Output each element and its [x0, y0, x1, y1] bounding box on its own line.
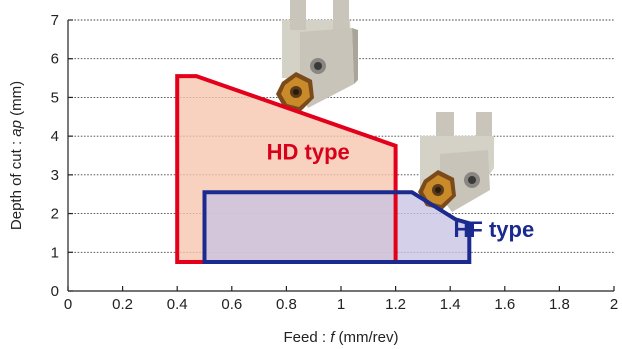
plot-areas — [177, 76, 470, 262]
tool-holder-photo-lower — [418, 112, 494, 212]
label-hd-type: HD type — [267, 139, 350, 164]
x-tick-label-2: 2 — [610, 296, 618, 313]
y-tick-label-5: 5 — [51, 89, 59, 106]
x-tick-label-0: 0 — [64, 296, 72, 313]
y-tick-label-4: 4 — [51, 128, 59, 145]
x-axis-title: Feed : f (mm/rev) — [283, 329, 398, 346]
axes — [67, 19, 615, 292]
x-tick-label-1: 1 — [337, 296, 345, 313]
y-tick-label-6: 6 — [51, 51, 59, 68]
x-tick-label-1-8: 1.8 — [549, 296, 570, 313]
y-tick-label-1: 1 — [51, 244, 59, 261]
x-tick-label-0-6: 0.6 — [221, 296, 242, 313]
plot-outlines — [175, 74, 472, 264]
labels: 0 0.2 0.4 0.6 0.8 1 1.2 1.4 1.6 1.8 2 0 1 2 3 4 5 6 7 Feed … — [8, 12, 618, 346]
tool-holder-photo-upper — [276, 0, 358, 112]
x-tick-label-0-8: 0.8 — [276, 296, 297, 313]
y-axis-title: Depth of cut : ap (mm) — [8, 81, 25, 230]
y-tick-label-0: 0 — [51, 283, 59, 300]
x-tick-label-1-4: 1.4 — [440, 296, 461, 313]
x-tick-label-1-2: 1.2 — [385, 296, 406, 313]
y-tick-label-3: 3 — [51, 167, 59, 184]
y-tick-label-7: 7 — [51, 12, 59, 29]
x-tick-label-0-2: 0.2 — [112, 296, 133, 313]
y-tick-label-2: 2 — [51, 206, 59, 223]
outline-hf-type — [202, 190, 472, 264]
label-hf-type: HF type — [454, 217, 535, 242]
x-tick-label-1-6: 1.6 — [494, 296, 515, 313]
x-tick-label-0-4: 0.4 — [167, 296, 188, 313]
area-hf-type — [204, 192, 470, 262]
